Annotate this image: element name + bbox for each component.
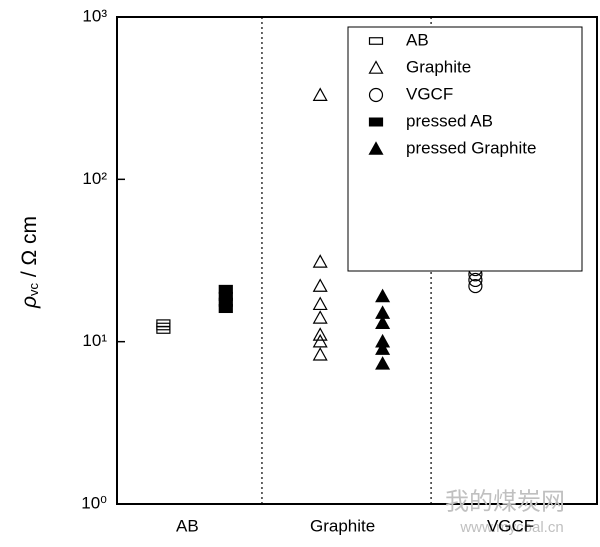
watermark: www.mycoal.cn <box>459 519 563 536</box>
legend-label: pressed AB <box>406 111 493 130</box>
x-tick-label: VGCF <box>487 516 534 535</box>
point <box>312 278 328 292</box>
y-label-subscript: vc <box>26 283 41 297</box>
y-tick-label: 10¹ <box>82 331 107 350</box>
point <box>218 304 233 314</box>
legend-label: Graphite <box>406 57 471 76</box>
y-tick-label: 10³ <box>82 6 107 25</box>
legend-marker <box>368 37 384 45</box>
point <box>312 87 328 101</box>
point <box>375 356 391 370</box>
point <box>375 315 391 329</box>
x-tick-label: AB <box>176 516 199 535</box>
y-tick-label: 10⁰ <box>81 493 107 512</box>
point <box>468 278 483 294</box>
legend-marker <box>368 117 384 127</box>
y-tick-label: 10² <box>82 169 107 188</box>
point <box>312 254 328 268</box>
point <box>312 347 328 361</box>
y-label-symbol: ρ <box>18 296 41 309</box>
legend-box <box>347 26 583 272</box>
point <box>312 327 328 341</box>
x-tick-label: Graphite <box>310 516 375 535</box>
legend-label: pressed Graphite <box>406 138 536 157</box>
y-label-unit: / Ω cm <box>18 216 41 283</box>
point <box>312 310 328 324</box>
point <box>375 341 391 355</box>
legend-marker <box>368 60 384 74</box>
watermark: 我的煤炭网 <box>445 488 565 515</box>
legend-label: VGCF <box>406 84 453 103</box>
y-axis-label: ρvc / Ω cm <box>18 216 42 309</box>
plot-frame <box>116 16 598 505</box>
point <box>312 296 328 311</box>
point <box>468 272 483 288</box>
legend-label: AB <box>406 30 429 49</box>
legend-marker <box>368 141 384 155</box>
point <box>156 326 171 334</box>
point <box>375 288 391 303</box>
legend-marker <box>368 87 384 103</box>
point <box>312 333 328 348</box>
